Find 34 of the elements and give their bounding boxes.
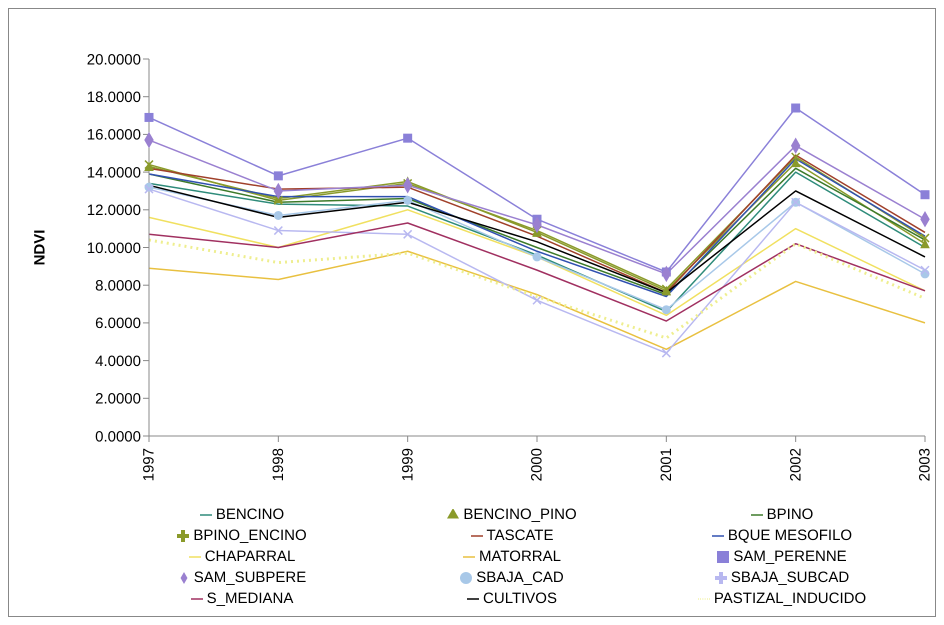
y-tick-label: 20.0000: [86, 51, 141, 68]
legend-label: BENCINO_PINO: [463, 506, 577, 523]
legend-label: CULTIVOS: [483, 590, 557, 607]
legend-label: S_MEDIANA: [206, 590, 294, 607]
legend-label: SBAJA_SUBCAD: [730, 569, 850, 586]
x-tick-label: 1999: [399, 448, 416, 482]
legend-label: BPINO: [766, 506, 814, 523]
legend-label: MATORRAL: [479, 548, 561, 565]
legend-label: CHAPARRAL: [204, 548, 296, 565]
y-tick-label: 10.0000: [86, 240, 141, 257]
y-tick-label: 14.0000: [86, 164, 141, 182]
y-axis-title: NDVI: [31, 230, 48, 266]
legend-label: BPINO_ENCINO: [193, 527, 307, 544]
legend-label: PASTIZAL_INDUCIDO: [714, 590, 866, 607]
legend-label: SAM_SUBPERE: [194, 569, 306, 586]
x-tick-label: 2000: [528, 448, 546, 482]
legend-label: BQUE MESOFILO: [728, 527, 852, 544]
y-tick-label: 12.0000: [86, 202, 141, 220]
y-tick-label: 18.0000: [86, 89, 141, 106]
x-tick-label: 1998: [270, 448, 287, 482]
y-tick-label: 2.0000: [95, 390, 141, 408]
y-tick-label: 8.0000: [95, 278, 141, 295]
y-tick-label: 4.0000: [95, 352, 141, 370]
x-tick-label: 1997: [140, 448, 158, 482]
x-tick-label: 2001: [658, 448, 675, 482]
y-tick-label: 16.0000: [86, 126, 141, 144]
x-tick-label: 2002: [787, 448, 804, 482]
legend-label: SAM_PERENNE: [733, 548, 847, 565]
legend-label: BENCINO: [216, 506, 284, 523]
legend-label: TASCATE: [486, 527, 554, 544]
y-tick-label: 0.0000: [95, 428, 141, 446]
x-tick-label: 2003: [916, 448, 934, 482]
y-tick-label: 6.0000: [95, 315, 141, 332]
legend-label: SBAJA_CAD: [476, 569, 564, 586]
